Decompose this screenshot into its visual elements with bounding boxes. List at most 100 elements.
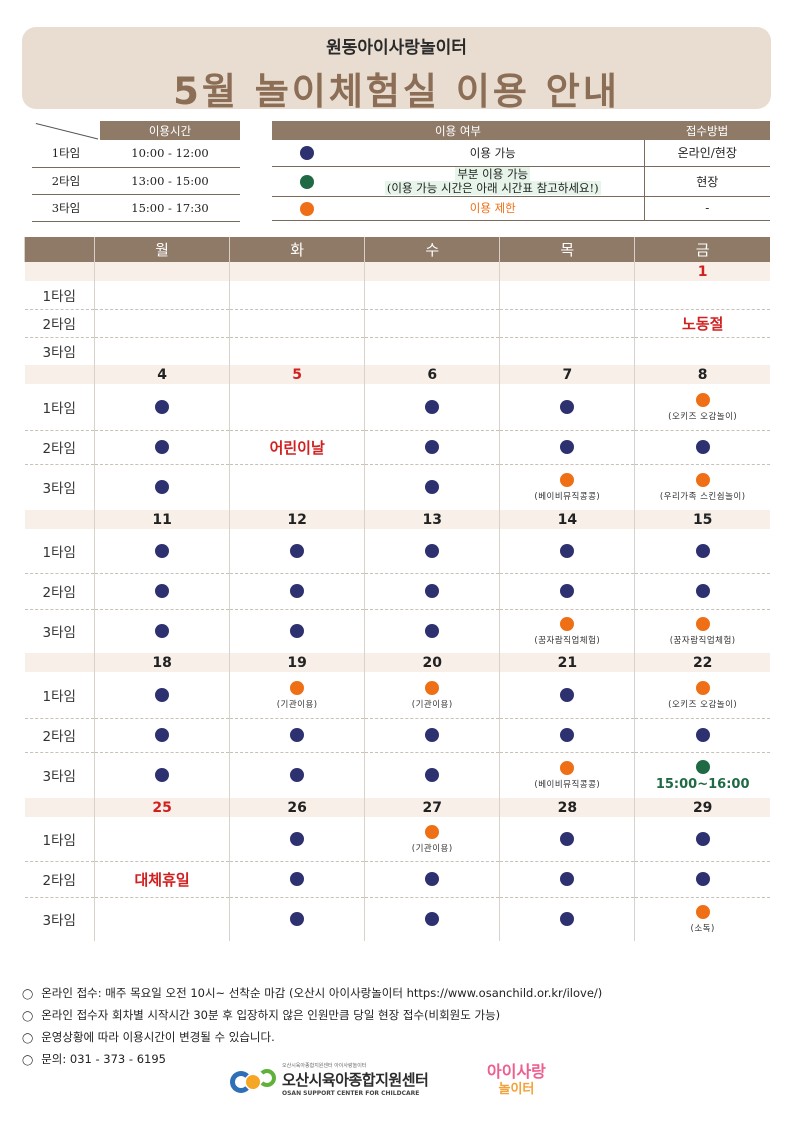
slot-cell (94, 609, 230, 653)
date-cell (499, 262, 635, 281)
legend-usage-header: 이용 여부 (272, 121, 644, 140)
slot-note: (베이비뮤직콩콩) (534, 780, 601, 791)
slot-cell (364, 309, 500, 338)
slot-row: 2타임 대체휴일 (24, 861, 770, 898)
slot-label: 2타임 (24, 309, 95, 338)
slot-note: (기관이용) (411, 843, 453, 854)
available-dot-icon (425, 912, 440, 927)
slot-cell (364, 752, 500, 798)
slot-row: 1타임 (24, 281, 770, 310)
available-dot-icon (155, 768, 170, 783)
date-cell: 11 (94, 510, 230, 529)
day-header-mon: 월 (94, 237, 230, 262)
date-row-spacer (24, 510, 95, 529)
slot-cell (229, 464, 365, 510)
slot-cell (94, 718, 230, 753)
date-cell (229, 262, 365, 281)
date-cell (94, 262, 230, 281)
slot-cell (634, 337, 770, 365)
slot-cell (364, 609, 500, 653)
slot-row: 3타임 (베이비뮤직콩콩) 15:00~16:00 (25, 752, 770, 798)
slot-label: 1타임 (24, 672, 95, 719)
slot-cell (94, 817, 230, 862)
slot-note: (우리가족 스킨쉽놀이) (659, 492, 746, 503)
slot-cell (94, 672, 230, 719)
available-dot-icon (560, 728, 575, 742)
slot-cell (94, 573, 230, 610)
slot-label: 2타임 (24, 718, 95, 753)
slot-cell: (꿈자람직업체험) (499, 609, 635, 653)
available-dot-icon (290, 872, 305, 886)
slot-row: 1타임 (기관이용) (기관이용) (오키즈 오감놀이) (24, 672, 770, 719)
slot-cell (94, 281, 230, 310)
available-dot-icon (560, 912, 575, 927)
org-small-text: 오산시육아종합지원센터 아이사랑놀이터 (282, 1063, 367, 1069)
date-cell: 1 (634, 262, 770, 281)
available-dot-icon (425, 480, 440, 495)
time-table: 이용시간 1타임 10:00 - 12:00 2타임 13:00 - 15:00 3… (32, 121, 240, 222)
slot-cell (634, 281, 770, 310)
slot-cell (634, 430, 770, 465)
slot-label: 1타임 (24, 529, 95, 574)
available-dot-icon (155, 440, 170, 454)
slot-cell (229, 573, 365, 610)
available-dot-icon (695, 872, 710, 886)
available-dot-icon (155, 543, 170, 558)
date-cell: 25 (94, 798, 230, 817)
slot-cell: 대체휴일 (94, 861, 230, 898)
available-dot-icon (560, 831, 575, 846)
slot-cell (634, 817, 770, 862)
osan-center-logo: 오산시육아종합지원센터 아이사랑놀이터 오산시육아종합지원센터 OSAN SUP… (230, 1062, 429, 1097)
legend-method: 현장 (643, 166, 770, 197)
slot-row: 2타임 (24, 573, 770, 610)
slot-label: 2타임 (24, 573, 95, 610)
slot-row: 3타임 (25, 337, 770, 365)
partial-dot-icon (695, 759, 710, 774)
legend-available: 이용 가능 (342, 140, 644, 167)
available-dot-icon (560, 872, 575, 886)
available-dot-icon (155, 624, 170, 639)
restricted-dot-icon (560, 473, 575, 488)
slot-cell (634, 861, 770, 898)
date-cell: 26 (229, 798, 365, 817)
playground-logo-line2: 놀이터 (498, 1082, 535, 1097)
available-dot-icon (290, 624, 305, 639)
restricted-dot-icon (425, 824, 440, 839)
available-dot-icon (560, 687, 575, 702)
available-dot-icon (290, 768, 305, 783)
time-range: 10:00 - 12:00 (100, 140, 240, 168)
available-dot-icon (290, 543, 305, 558)
restricted-dot-icon (300, 201, 314, 216)
slot-note: (베이비뮤직콩콩) (534, 492, 601, 503)
available-dot-icon (425, 728, 440, 742)
slot-cell (499, 861, 635, 898)
slot-cell (229, 281, 365, 310)
slot-cell (229, 337, 365, 365)
time-range: 15:00 - 17:30 (100, 194, 240, 222)
date-cell: 29 (634, 798, 770, 817)
slot-cell (634, 529, 770, 574)
available-dot-icon (155, 728, 170, 742)
slot-cell (229, 718, 365, 753)
legend-method: 온라인/현장 (643, 140, 770, 167)
playground-logo-line1: 아이사랑 (487, 1062, 546, 1081)
slot-cell (364, 718, 500, 753)
slot-cell (229, 529, 365, 574)
date-cell: 8 (634, 365, 770, 384)
restricted-dot-icon (425, 680, 440, 695)
slot-cell: (오키즈 오감놀이) (634, 384, 770, 431)
restricted-dot-icon (695, 617, 710, 632)
slot-cell: (기관이용) (229, 672, 365, 719)
available-dot-icon (560, 399, 575, 414)
slot-cell (499, 897, 635, 941)
org-name-en: OSAN SUPPORT CENTER FOR CHILDCARE (282, 1090, 420, 1097)
available-dot-icon (300, 146, 314, 161)
calendar-table: 월 화 수 목 금 1 1타임 2타임 노동절 3타임 4 5 6 7 8 1타임 (오키즈 오감놀이… (23, 237, 770, 941)
slot-cell (364, 464, 500, 510)
date-row-spacer (24, 653, 95, 672)
slot-cell (94, 464, 230, 510)
slot-label: 3타임 (42, 345, 76, 362)
slot-cell (94, 430, 230, 465)
legend-restricted: 이용 제한 (342, 196, 644, 221)
slot-row: 2타임 (24, 718, 770, 753)
